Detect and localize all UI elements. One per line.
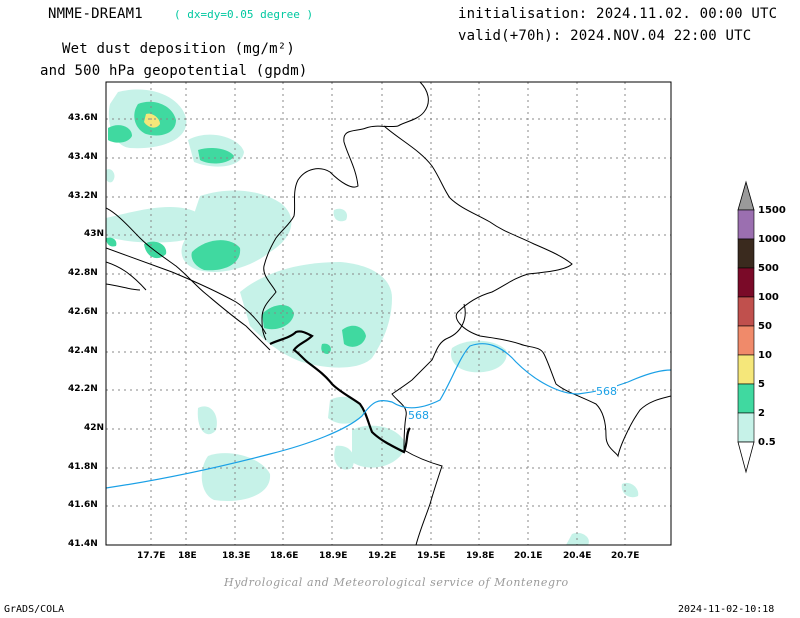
lat-tick-label: 42.8N (68, 268, 98, 278)
lon-tick-label: 18.6E (270, 551, 299, 561)
contour-label: 568 (596, 385, 617, 398)
chart-title-line1: Wet dust deposition (mg/m²) (62, 41, 295, 57)
contour-label: 568 (408, 409, 429, 422)
colorbar-label: 10 (758, 350, 772, 361)
colorbar-label: 0.5 (758, 437, 776, 448)
lat-tick-label: 43.2N (68, 191, 98, 201)
lat-tick-label: 41.6N (68, 500, 98, 510)
lon-tick-label: 19.5E (417, 551, 446, 561)
colorbar-label: 1000 (758, 234, 786, 245)
country-borders (106, 82, 671, 545)
software-label: GrADS/COLA (4, 604, 65, 615)
lon-tick-label: 18E (178, 551, 197, 561)
montenegro-coastline (269, 330, 411, 454)
geopotential-contour (106, 343, 671, 489)
colorbar-label: 1500 (758, 205, 786, 216)
colorbar-swatch (737, 383, 755, 414)
lat-tick-label: 42.4N (68, 346, 98, 356)
chart-title-line2: and 500 hPa geopotential (gpdm) (40, 63, 308, 79)
lon-tick-label: 20.7E (611, 551, 640, 561)
colorbar-label: 50 (758, 321, 772, 332)
lat-tick-label: 43.4N (68, 152, 98, 162)
plot-frame (105, 81, 672, 546)
colorbar-swatch (737, 296, 755, 327)
colorbar-swatch (737, 267, 755, 298)
lat-tick-label: 41.8N (68, 462, 98, 472)
colorbar (737, 180, 755, 474)
lat-tick-label: 43.6N (68, 113, 98, 123)
lon-tick-label: 18.3E (222, 551, 251, 561)
lon-tick-label: 19.2E (368, 551, 397, 561)
credit-line: Hydrological and Meteorological service … (224, 576, 569, 589)
colorbar-swatch (737, 412, 755, 443)
initialisation-time: initialisation: 2024.11.02. 00:00 UTC (458, 6, 778, 22)
render-timestamp: 2024-11-02-10:18 (678, 604, 775, 615)
colorbar-label: 5 (758, 379, 765, 390)
lon-tick-label: 18.9E (319, 551, 348, 561)
colorbar-cap-bottom (737, 441, 755, 474)
lon-tick-label: 17.7E (137, 551, 166, 561)
deposition-field (106, 89, 639, 545)
lat-tick-label: 41.4N (68, 539, 98, 549)
colorbar-cap-top (737, 180, 755, 211)
lat-tick-label: 43N (84, 229, 105, 239)
colorbar-label: 100 (758, 292, 779, 303)
model-name: NMME-DREAM1 (48, 6, 143, 22)
colorbar-swatch (737, 238, 755, 269)
lat-tick-label: 42.2N (68, 384, 98, 394)
valid-time: valid(+70h): 2024.NOV.04 22:00 UTC (458, 28, 752, 44)
lat-tick-label: 42.6N (68, 307, 98, 317)
lon-tick-label: 20.1E (514, 551, 543, 561)
lon-tick-label: 20.4E (563, 551, 592, 561)
grid-lines (106, 82, 671, 545)
lat-tick-label: 42N (84, 423, 105, 433)
colorbar-swatch (737, 209, 755, 240)
colorbar-label: 2 (758, 408, 765, 419)
colorbar-swatch (737, 325, 755, 356)
resolution-label: ( dx=dy=0.05 degree ) (174, 8, 314, 21)
colorbar-swatch (737, 354, 755, 385)
lon-tick-label: 19.8E (466, 551, 495, 561)
colorbar-label: 500 (758, 263, 779, 274)
